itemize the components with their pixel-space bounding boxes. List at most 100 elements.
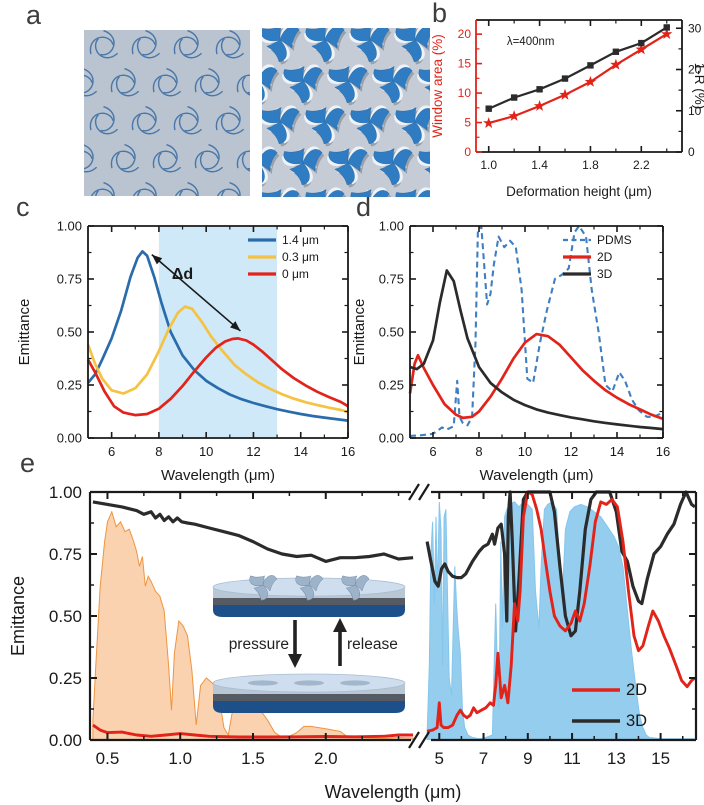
slab-gray-layer <box>213 598 405 605</box>
popped-pinwheel-icon <box>262 575 278 592</box>
legend-label: 3D <box>626 712 647 730</box>
atmospheric-window-fill <box>426 501 695 740</box>
y-tick-label: 0.75 <box>57 272 82 287</box>
x-tick-label: 1.0 <box>168 749 192 768</box>
panel-d-legend: PDMS 2D 3D <box>563 233 632 281</box>
panel-e-xlabel: Wavelength (μm) <box>325 782 462 802</box>
y-tick-label: 1.00 <box>49 483 82 502</box>
x-tick-label: 2.0 <box>314 749 338 768</box>
x-tick-label: 7 <box>479 749 488 768</box>
panel-e-axes: 0.5 1.0 1.5 2.0 5 7 9 11 13 15 0.00 0.25 0.50 0.75 1.0… <box>49 483 698 768</box>
left-y-tick-label: 20 <box>458 27 472 41</box>
panel-d-xlabel: Wavelength (μm) <box>480 467 594 484</box>
star-marker-icon <box>533 100 546 111</box>
x-tick-label: 11 <box>563 749 581 768</box>
x-tick-label: 14 <box>610 444 624 459</box>
panel-d-ylabel: Emittance <box>352 299 368 366</box>
panel-b-xlabel: Deformation height (μm) <box>506 184 652 199</box>
panel-b-ylabel-left: Window area (%) <box>430 34 445 138</box>
series-pdms <box>409 224 664 437</box>
y-tick-label: 0.50 <box>57 325 82 340</box>
star-marker-icon <box>635 43 647 55</box>
x-tick-label: 2.2 <box>633 158 650 172</box>
x-tick-label: 16 <box>656 444 670 459</box>
y-tick-label: 0.00 <box>49 731 82 750</box>
x-tick-label: 1.4 <box>531 158 548 172</box>
y-tick-label: 0.25 <box>379 378 404 393</box>
release-label: release <box>347 636 398 653</box>
pressure-arrow-icon <box>288 654 302 668</box>
delta-d-label: Δd <box>172 266 193 283</box>
solar-spectrum-fill <box>92 510 414 740</box>
series-2d <box>408 332 664 421</box>
pressure-label: pressure <box>229 636 289 653</box>
slab-gray-layer <box>213 694 405 701</box>
popped-pinwheel-icon <box>253 584 268 601</box>
panel-b-axes: 1.0 1.4 1.8 2.2 0 5 10 15 20 0 10 20 30 <box>458 19 702 172</box>
series-3d-seg0 <box>92 500 414 564</box>
panel-b-annotation: λ=400nm <box>507 36 555 48</box>
y-tick-label: 0.50 <box>379 325 404 340</box>
x-tick-label: 13 <box>607 749 626 768</box>
popped-pinwheel-icon <box>341 575 358 586</box>
panel-c-ylabel: Emittance <box>16 299 33 366</box>
right-y-tick-label: 20 <box>688 63 702 77</box>
y-tick-label: 0.75 <box>379 272 404 287</box>
series-3d <box>409 269 664 431</box>
star-marker-icon <box>483 117 495 128</box>
square-marker-icon <box>561 75 569 82</box>
axis-break-icon <box>418 483 430 501</box>
y-tick-label: 1.00 <box>57 219 82 234</box>
legend-label: 3D <box>597 267 613 281</box>
slab-blue-layer <box>213 701 405 713</box>
legend-label: 2D <box>626 681 647 699</box>
x-tick-label: 6 <box>429 444 436 459</box>
star-marker-icon <box>508 110 520 121</box>
arrowhead-icon <box>230 321 241 331</box>
panel-e-fills <box>92 501 695 740</box>
panel-d-chart: 6 8 10 12 14 16 0.00 0.25 0.50 0.75 1.00 Wavelength… <box>352 219 670 485</box>
star-marker-icon <box>584 75 597 87</box>
x-tick-label: 8 <box>155 444 162 459</box>
series-0-m <box>86 337 349 417</box>
square-marker-icon <box>536 86 543 93</box>
square-marker-icon <box>663 24 670 31</box>
star-marker-icon <box>559 88 571 100</box>
popped-pinwheel-icon <box>295 575 312 586</box>
x-tick-label: 12 <box>564 444 578 459</box>
panel-label-c: c <box>16 192 30 222</box>
x-tick-label: 8 <box>475 444 482 459</box>
panel-e-ylabel: Emittance <box>8 576 28 656</box>
y-tick-label: 0.75 <box>49 545 82 564</box>
left-y-tick-label: 5 <box>464 116 471 130</box>
right-y-tick-label: 0 <box>688 145 695 159</box>
panel-label-a: a <box>26 0 42 30</box>
x-tick-label: 1.5 <box>241 749 265 768</box>
x-tick-label: 6 <box>108 444 115 459</box>
panel-c-xlabel: Wavelength (μm) <box>161 467 275 484</box>
legend-label: 0.3 μm <box>282 250 319 264</box>
panel-e-chart: pressure release 0.5 1.0 1.5 2.0 5 7 9 11 13 15 0.00… <box>8 483 698 802</box>
legend-label: PDMS <box>597 233 632 247</box>
panel-c-axes: 6 8 10 12 14 16 0.00 0.25 0.50 0.75 1.00 <box>57 219 355 460</box>
y-tick-label: 1.00 <box>379 219 404 234</box>
series-2d-seg1 <box>426 490 696 733</box>
flattened-pinwheel-icon <box>340 680 371 686</box>
panel-c-chart: Δd 6 8 10 12 14 16 0.00 0.25 0.50 0.75 1.00 Waveleng… <box>16 219 355 485</box>
x-tick-label: 14 <box>293 444 307 459</box>
right-y-tick-label: 30 <box>688 21 702 35</box>
x-tick-label: 12 <box>246 444 260 459</box>
legend-label: 2D <box>597 250 613 264</box>
star-marker-icon <box>610 58 622 70</box>
panel-c-legend: 1.4 μm 0.3 μm 0 μm <box>248 233 319 281</box>
arrowhead-icon <box>151 254 163 265</box>
popped-pinwheel-icon <box>249 575 266 586</box>
x-tick-label: 10 <box>518 444 532 459</box>
x-tick-label: 5 <box>435 749 444 768</box>
panel-e-curves <box>92 490 696 739</box>
popped-pinwheel-icon <box>354 575 370 592</box>
x-tick-label: 15 <box>651 749 670 768</box>
series-0-3-m <box>86 305 349 414</box>
y-tick-label: 0.50 <box>49 607 82 626</box>
